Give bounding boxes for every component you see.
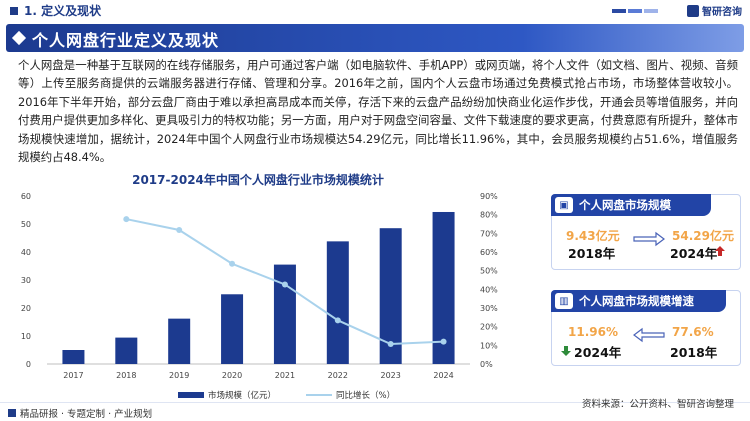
growth-point-2023	[387, 341, 394, 348]
y-left-tick-label: 20	[21, 304, 31, 313]
y-left-tick-label: 40	[21, 248, 31, 257]
growth-point-2024	[440, 338, 447, 345]
section-title-text: 1. 定义及现状	[24, 4, 102, 18]
bar-chart-icon: ▥	[555, 293, 573, 309]
y-right-tick-label: 50%	[480, 267, 498, 276]
y-right-tick-label: 80%	[480, 211, 498, 220]
bar-2023	[379, 228, 402, 364]
y-left-tick-label: 60	[21, 192, 31, 201]
footer-tagline-text: 精品研报 · 专题定制 · 产业规划	[20, 409, 153, 420]
y-left-tick-label: 0	[26, 360, 31, 369]
y-right-tick-label: 90%	[480, 192, 498, 201]
x-tick-label: 2019	[169, 371, 189, 380]
y-right-tick-label: 70%	[480, 229, 498, 238]
growth-point-2019	[176, 226, 183, 233]
scale-panel-title: 个人网盘市场规模	[579, 198, 671, 212]
section-title: 1. 定义及现状	[10, 2, 101, 19]
x-tick-label: 2021	[275, 371, 295, 380]
y-right-tick-label: 40%	[480, 285, 498, 294]
header-decoration	[612, 9, 658, 13]
footer-divider	[0, 402, 750, 403]
title-banner: 个人网盘行业定义及现状	[6, 24, 744, 52]
down-arrow-icon	[561, 346, 571, 356]
scale-panel-header: ▣ 个人网盘市场规模	[551, 194, 711, 216]
scale-panel: ▣ 个人网盘市场规模 9.43亿元 2018年 54.29亿元 2024年	[551, 194, 741, 270]
top-bar: 1. 定义及现状 智研咨询	[0, 0, 750, 22]
x-tick-label: 2024	[433, 371, 453, 380]
x-tick-label: 2017	[63, 371, 83, 380]
y-right-tick-label: 30%	[480, 304, 498, 313]
legend-item-bar: 市场规模（亿元）	[178, 389, 276, 401]
chart-title: 2017-2024年中国个人网盘行业市场规模统计	[132, 173, 384, 187]
y-left-tick-label: 10	[21, 332, 31, 341]
bar-2024	[432, 211, 455, 364]
diamond-icon	[11, 30, 27, 46]
y-right-tick-label: 60%	[480, 248, 498, 257]
y-left-tick-label: 30	[21, 276, 31, 285]
legend-swatch-bar	[178, 392, 204, 398]
bar-2020	[221, 294, 244, 364]
footer-tagline: 精品研报 · 专题定制 · 产业规划	[8, 406, 152, 420]
legend-label-line: 同比增长（%）	[336, 391, 396, 401]
growth-from-value: 11.96%	[568, 325, 618, 339]
arrow-right-icon	[633, 231, 665, 247]
y-right-tick-label: 0%	[480, 360, 493, 369]
growth-to-value: 77.6%	[672, 325, 714, 339]
y-left-tick-label: 50	[21, 220, 31, 229]
growth-from-year: 2024年	[574, 345, 622, 360]
market-size-chart: 0 10 20 30 40 50 60 0% 10% 20% 30% 40% 50% 60% 70% 80% 9…	[21, 192, 498, 380]
logo-text: 智研咨询	[702, 7, 742, 18]
bar-2017	[62, 350, 85, 364]
legend-swatch-line	[306, 394, 333, 396]
growth-point-2021	[281, 281, 288, 288]
bar-2019	[168, 318, 191, 364]
growth-to-year: 2018年	[670, 345, 718, 360]
scale-to-value: 54.29亿元	[672, 229, 734, 243]
growth-panel-header: ▥ 个人网盘市场规模增速	[551, 290, 726, 312]
section-marker-icon	[10, 6, 18, 15]
bar-2018	[115, 337, 138, 364]
folder-icon: ▣	[555, 197, 573, 213]
scale-from-year: 2018年	[568, 246, 616, 261]
page-title: 个人网盘行业定义及现状	[32, 31, 220, 50]
x-tick-label: 2018	[116, 371, 136, 380]
bar-2022	[326, 241, 349, 364]
source-note: 资料来源：公开资料、智研咨询整理	[581, 399, 734, 410]
x-tick-label: 2023	[381, 371, 401, 380]
footer-logo-icon	[8, 409, 16, 417]
y-right-tick-label: 20%	[480, 323, 498, 332]
legend-label-bar: 市场规模（亿元）	[208, 391, 277, 401]
intro-paragraph: 个人网盘是一种基于互联网的在线存储服务，用户可通过客户端（如电脑软件、手机APP…	[18, 58, 738, 165]
growth-panel: ▥ 个人网盘市场规模增速 11.96% 2024年 77.6% 2018年	[551, 290, 741, 366]
logo-icon	[687, 4, 699, 17]
bar-2021	[273, 264, 296, 364]
x-tick-label: 2020	[222, 371, 242, 380]
y-right-tick-label: 10%	[480, 341, 498, 350]
arrow-left-icon	[633, 327, 665, 343]
up-arrow-icon	[715, 246, 725, 256]
chart-legend: 市场规模（亿元） 同比增长（%）	[178, 389, 395, 401]
scale-from-value: 9.43亿元	[566, 229, 620, 243]
growth-point-2022	[334, 317, 341, 324]
scale-to-year: 2024年	[670, 246, 718, 261]
x-tick-label: 2022	[328, 371, 348, 380]
brand-logo: 智研咨询	[687, 3, 742, 18]
growth-panel-title: 个人网盘市场规模增速	[579, 294, 694, 308]
growth-point-2020	[229, 260, 236, 267]
growth-point-2018	[123, 216, 130, 223]
legend-item-line: 同比增长（%）	[306, 389, 395, 401]
